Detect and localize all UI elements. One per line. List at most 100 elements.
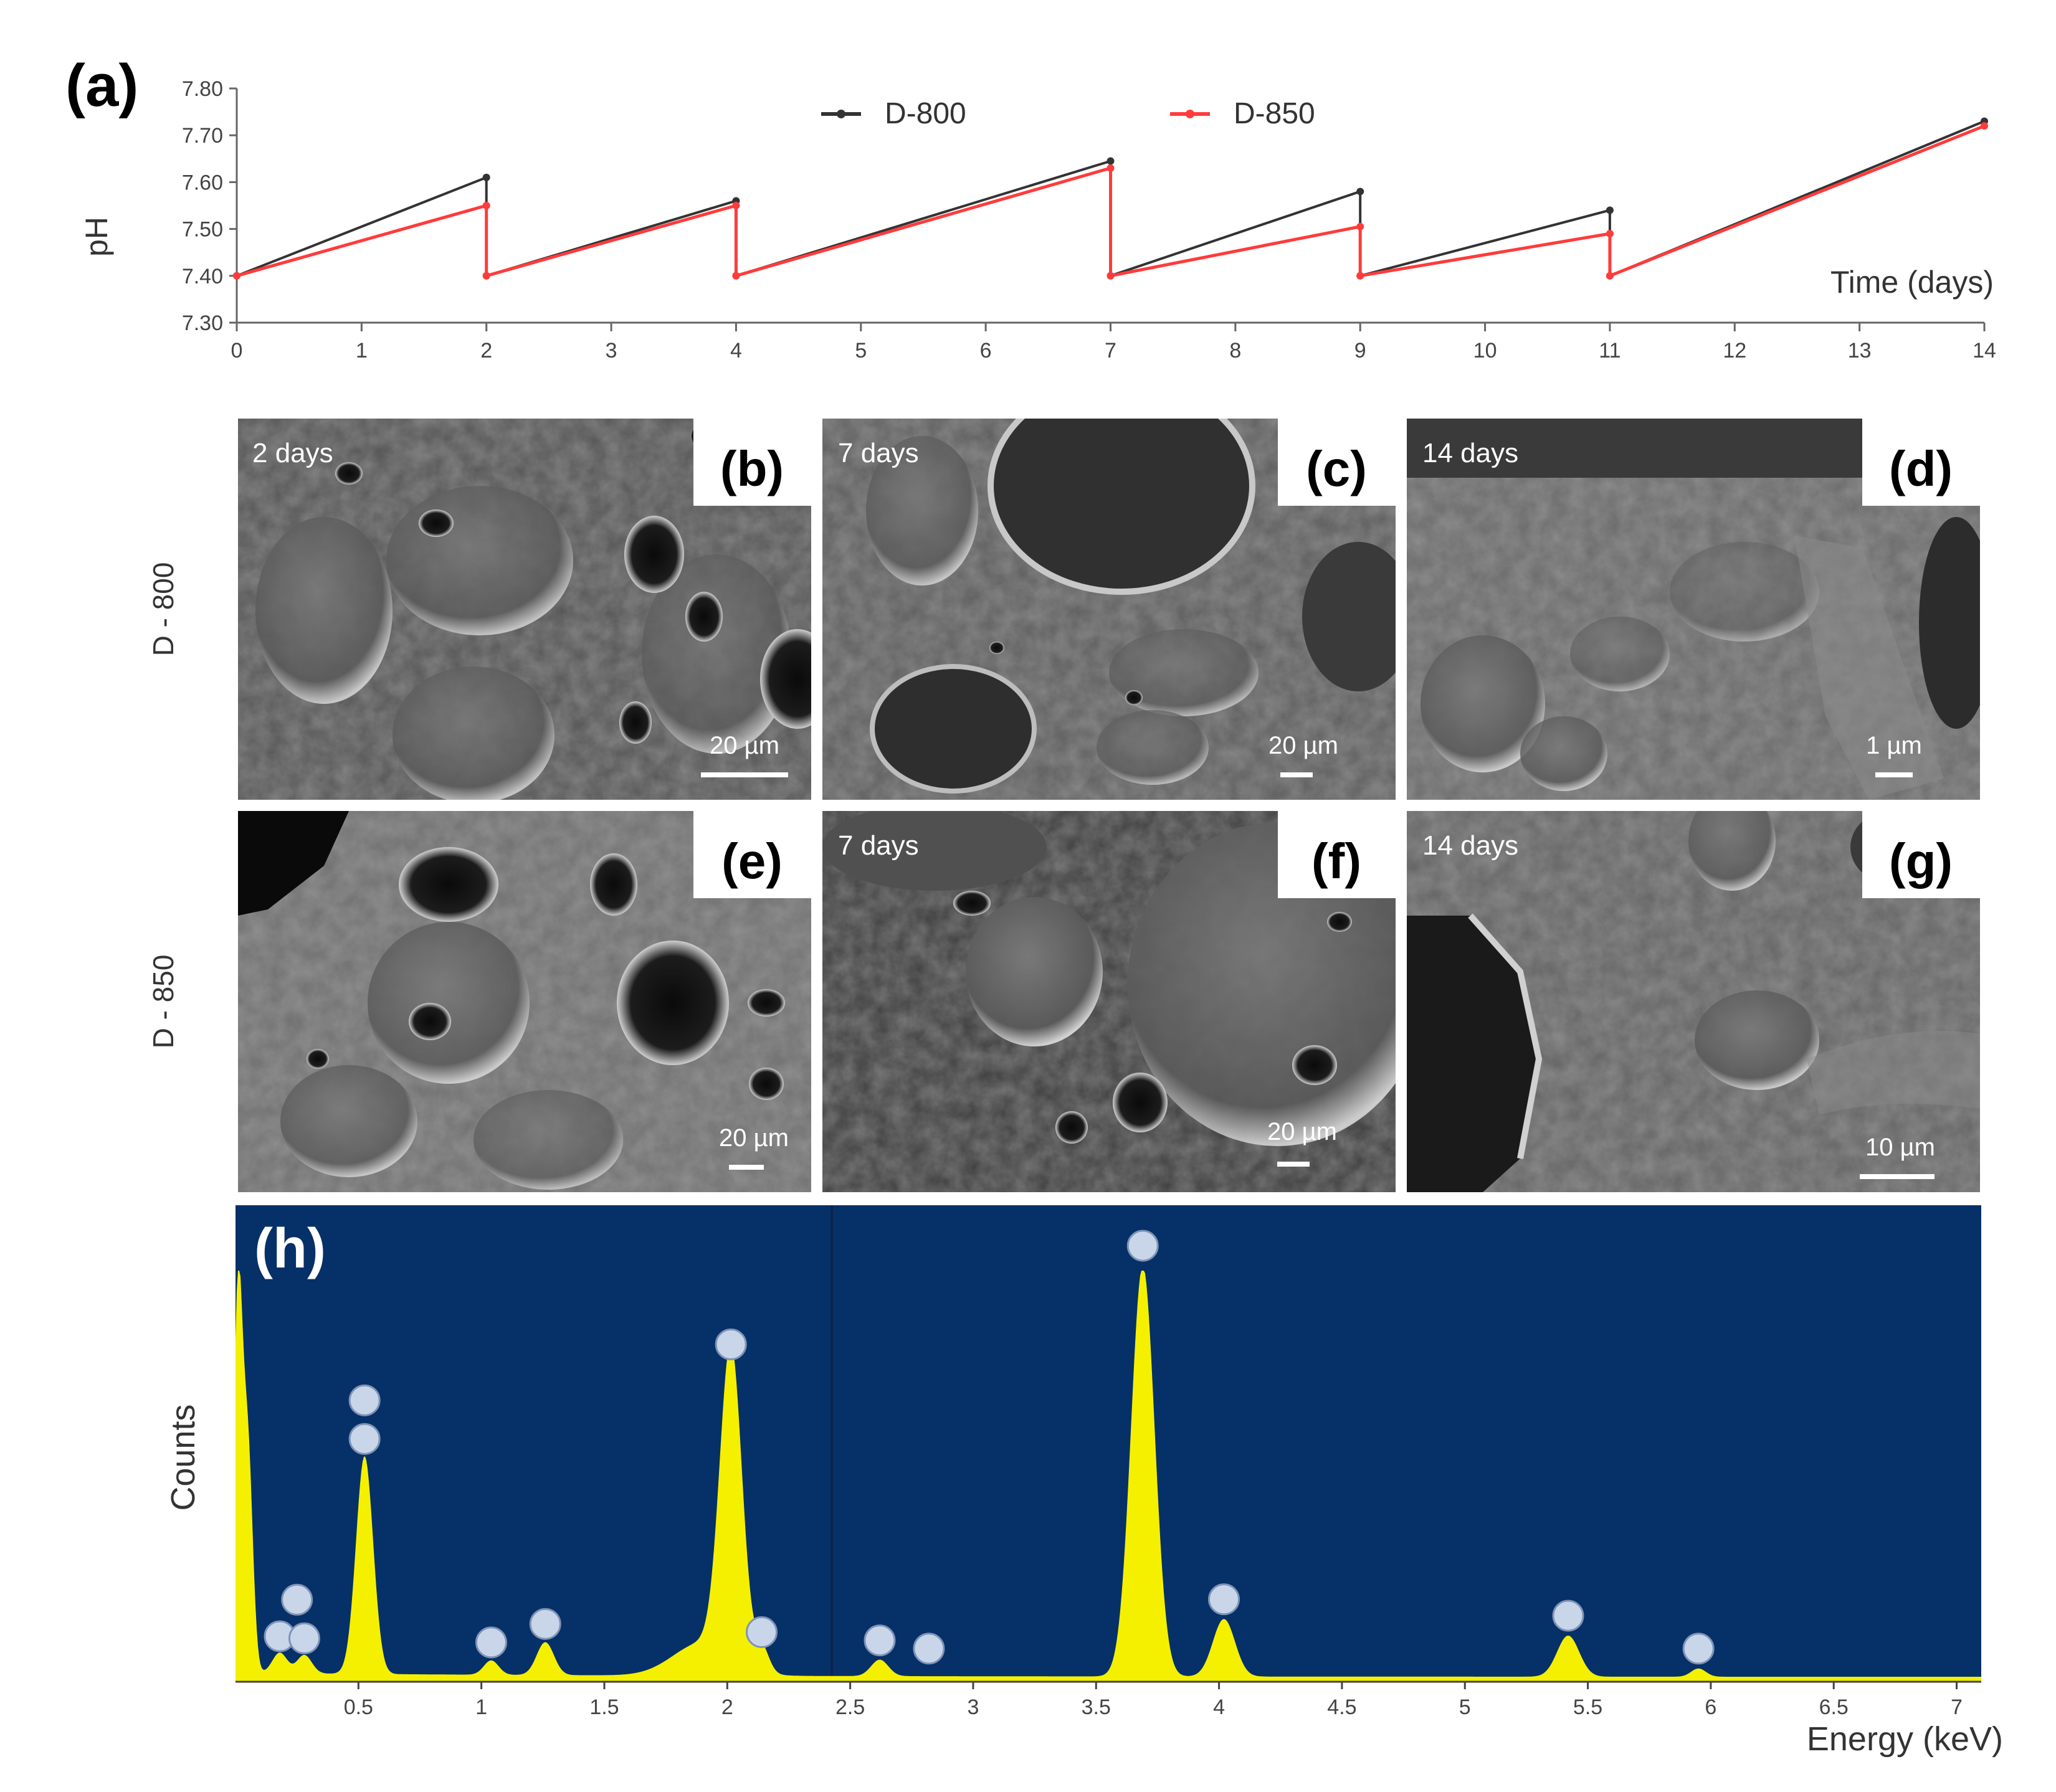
data-point-d-850 — [732, 272, 740, 280]
ph-x-tick-label: 6 — [980, 339, 992, 363]
eds-x-tick-label: 2 — [721, 1695, 733, 1719]
eds-x-tick-label: 2.5 — [835, 1695, 865, 1719]
eds-x-tick-label: 0.5 — [344, 1695, 373, 1719]
sem-panel-e: (e) 20 µm — [238, 811, 811, 1192]
eds-x-tick-label: 1.5 — [589, 1695, 619, 1719]
data-point-d-850 — [1356, 222, 1364, 230]
ph-y-axis-label: pH — [79, 217, 114, 257]
eds-x-tick-label: 3 — [967, 1695, 979, 1719]
ph-y-tick-label: 7.70 — [182, 124, 223, 148]
peak-marker-icon — [348, 1384, 381, 1416]
eds-x-tick-label: 4.5 — [1327, 1695, 1356, 1719]
panel-label-f: (f) — [1311, 833, 1361, 889]
sem-panel-d: (d) 14 days 1 µm — [1407, 419, 1980, 800]
peak-marker-icon — [529, 1608, 561, 1640]
data-point-d-850 — [482, 202, 490, 209]
sem-panel-f: (f) 7 days 20 µm — [822, 811, 1396, 1192]
peak-marker-icon — [475, 1626, 507, 1659]
eds-axes: 0.5 1 1.5 2 2.5 3 3.5 4 4.5 5 5.5 6 6.5 7 — [236, 1681, 1981, 1719]
sem-panel-g: (g) 14 days 10 µm — [1407, 811, 1980, 1192]
ph-x-tick-label: 10 — [1473, 339, 1497, 363]
ph-y-tick-label: 7.30 — [182, 311, 223, 335]
row-label-d850: D - 850 — [147, 955, 179, 1049]
day-label-g: 14 days — [1422, 830, 1518, 861]
eds-x-tick-label: 4 — [1213, 1695, 1225, 1719]
peak-marker-icon — [348, 1423, 381, 1455]
ph-legend: D-800 D-850 — [821, 97, 1315, 130]
ph-x-tick-label: 2 — [480, 339, 492, 363]
panel-label-g: (g) — [1889, 833, 1953, 889]
scale-label-b: 20 µm — [710, 732, 779, 759]
ph-x-tick-label: 9 — [1354, 339, 1366, 363]
data-point-d-850 — [1606, 230, 1614, 238]
ph-x-tick-label: 4 — [730, 339, 742, 363]
legend-label-d800: D-800 — [885, 97, 966, 130]
eds-x-tick-label: 5.5 — [1573, 1695, 1602, 1719]
peak-marker-icon — [1682, 1633, 1715, 1665]
eds-x-tick-label: 1 — [475, 1695, 487, 1719]
panel-label-box-g — [1862, 811, 1980, 898]
data-point-d-800 — [482, 173, 490, 181]
day-label-d: 14 days — [1422, 438, 1518, 468]
sem-panel-c: (c) 7 days 20 µm — [822, 419, 1396, 800]
row-label-d800: D - 800 — [147, 562, 179, 657]
ph-y-tick-label: 7.80 — [182, 77, 223, 101]
data-point-d-850 — [1606, 272, 1614, 280]
data-point-d-850 — [482, 272, 490, 280]
eds-x-tick-label: 6 — [1705, 1695, 1716, 1719]
day-label-f: 7 days — [838, 830, 919, 861]
peak-marker-icon — [1552, 1600, 1584, 1632]
ph-x-tick-label: 8 — [1229, 339, 1241, 363]
panel-label-e: (e) — [721, 833, 783, 889]
scale-bar-f — [1277, 1162, 1310, 1167]
ph-x-tick-label: 13 — [1848, 339, 1872, 363]
eds-x-tick-label: 7 — [1951, 1695, 1963, 1719]
data-point-d-850 — [1356, 272, 1364, 280]
ph-x-tick-label: 7 — [1105, 339, 1116, 363]
scale-label-g: 10 µm — [1865, 1134, 1935, 1161]
ph-axes: 7.307.407.507.607.707.800 1 2 3 4 5 6 7 8 9 10 11 12… — [182, 77, 1996, 363]
eds-x-tick-label: 6.5 — [1819, 1695, 1849, 1719]
peak-marker-icon — [288, 1622, 321, 1654]
ph-y-tick-label: 7.60 — [182, 171, 223, 194]
panel-label-box-d — [1862, 419, 1980, 506]
series-line-d-850 — [236, 124, 1985, 278]
panel-a-label: (a) — [65, 52, 138, 119]
panel-label-box-f — [1278, 811, 1396, 898]
data-point-d-850 — [732, 202, 740, 209]
ph-x-tick-label: 12 — [1723, 339, 1746, 363]
eds-peak-markers — [264, 1230, 1715, 1665]
eds-y-axis-label: Counts — [164, 1404, 202, 1510]
ph-y-tick-label: 7.50 — [182, 218, 223, 242]
ph-x-tick-label: 14 — [1973, 339, 1996, 363]
panel-label-box-b — [693, 419, 811, 506]
eds-chart: 0.5 1 1.5 2 2.5 3 3.5 4 4.5 5 5.5 6 6.5 7 (h) Counts … — [164, 1205, 2003, 1758]
data-point-d-850 — [1981, 122, 1988, 130]
data-point-d-850 — [1107, 272, 1115, 280]
panel-label-b: (b) — [720, 441, 784, 496]
scale-bar-g — [1860, 1174, 1935, 1179]
panel-label-box-e — [693, 811, 811, 898]
ph-x-tick-label: 1 — [356, 339, 368, 363]
data-point-d-800 — [1356, 187, 1364, 196]
day-label-c: 7 days — [838, 438, 919, 468]
scale-label-c: 20 µm — [1268, 732, 1338, 759]
scale-bar-b — [701, 772, 788, 777]
peak-marker-icon — [913, 1633, 945, 1665]
day-label-b: 2 days — [252, 438, 333, 468]
ph-chart: (a) 7.307.407.507.607.707.800 1 2 3 4 5 6 7 8 9 10… — [65, 52, 1996, 363]
peak-marker-icon — [1126, 1230, 1159, 1262]
panel-label-d: (d) — [1889, 441, 1953, 496]
legend-label-d850: D-850 — [1234, 97, 1315, 130]
panel-label-c: (c) — [1306, 441, 1367, 496]
peak-marker-icon — [281, 1583, 313, 1616]
data-point-d-800 — [1107, 157, 1115, 165]
peak-marker-icon — [864, 1624, 896, 1657]
scale-label-e: 20 µm — [719, 1124, 789, 1152]
ph-x-axis-label: Time (days) — [1830, 265, 1994, 300]
peak-marker-icon — [715, 1328, 747, 1360]
panel-label-box-c — [1278, 419, 1396, 506]
scale-bar-e — [729, 1165, 764, 1170]
eds-x-axis-label: Energy (keV) — [1807, 1720, 2003, 1758]
peak-marker-icon — [746, 1616, 778, 1648]
